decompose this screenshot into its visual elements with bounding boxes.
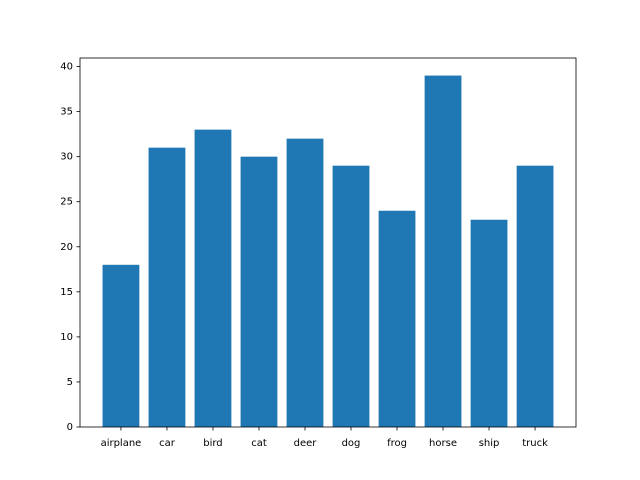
x-tick-label: car <box>159 438 176 449</box>
x-tick-label: frog <box>387 438 407 449</box>
x-tick-label: bird <box>203 438 222 449</box>
x-tick-label: ship <box>479 438 500 449</box>
y-tick-label: 30 <box>60 152 73 163</box>
bar <box>194 129 232 427</box>
x-tick-label: horse <box>429 438 457 449</box>
bar <box>102 264 140 427</box>
x-tick-label: airplane <box>101 438 142 449</box>
y-tick-label: 10 <box>60 332 73 343</box>
y-tick-label: 5 <box>67 377 73 388</box>
bar <box>470 219 508 427</box>
axes-frame <box>79 57 577 428</box>
bar <box>332 165 370 427</box>
x-tick-label: deer <box>294 438 318 449</box>
y-tick-label: 40 <box>60 62 73 73</box>
y-tick-label: 20 <box>60 242 73 253</box>
x-tick-label: dog <box>342 438 361 449</box>
y-tick-label: 0 <box>67 422 73 433</box>
x-tick-label: cat <box>251 438 267 449</box>
bar <box>516 165 554 427</box>
y-tick-label: 15 <box>60 287 73 298</box>
bar <box>148 147 186 427</box>
bar <box>424 75 462 428</box>
x-tick-label: truck <box>522 438 548 449</box>
bar <box>378 210 416 427</box>
bar <box>240 156 278 427</box>
y-tick-label: 35 <box>60 107 73 118</box>
y-tick-label: 25 <box>60 197 73 208</box>
bar <box>286 138 324 427</box>
